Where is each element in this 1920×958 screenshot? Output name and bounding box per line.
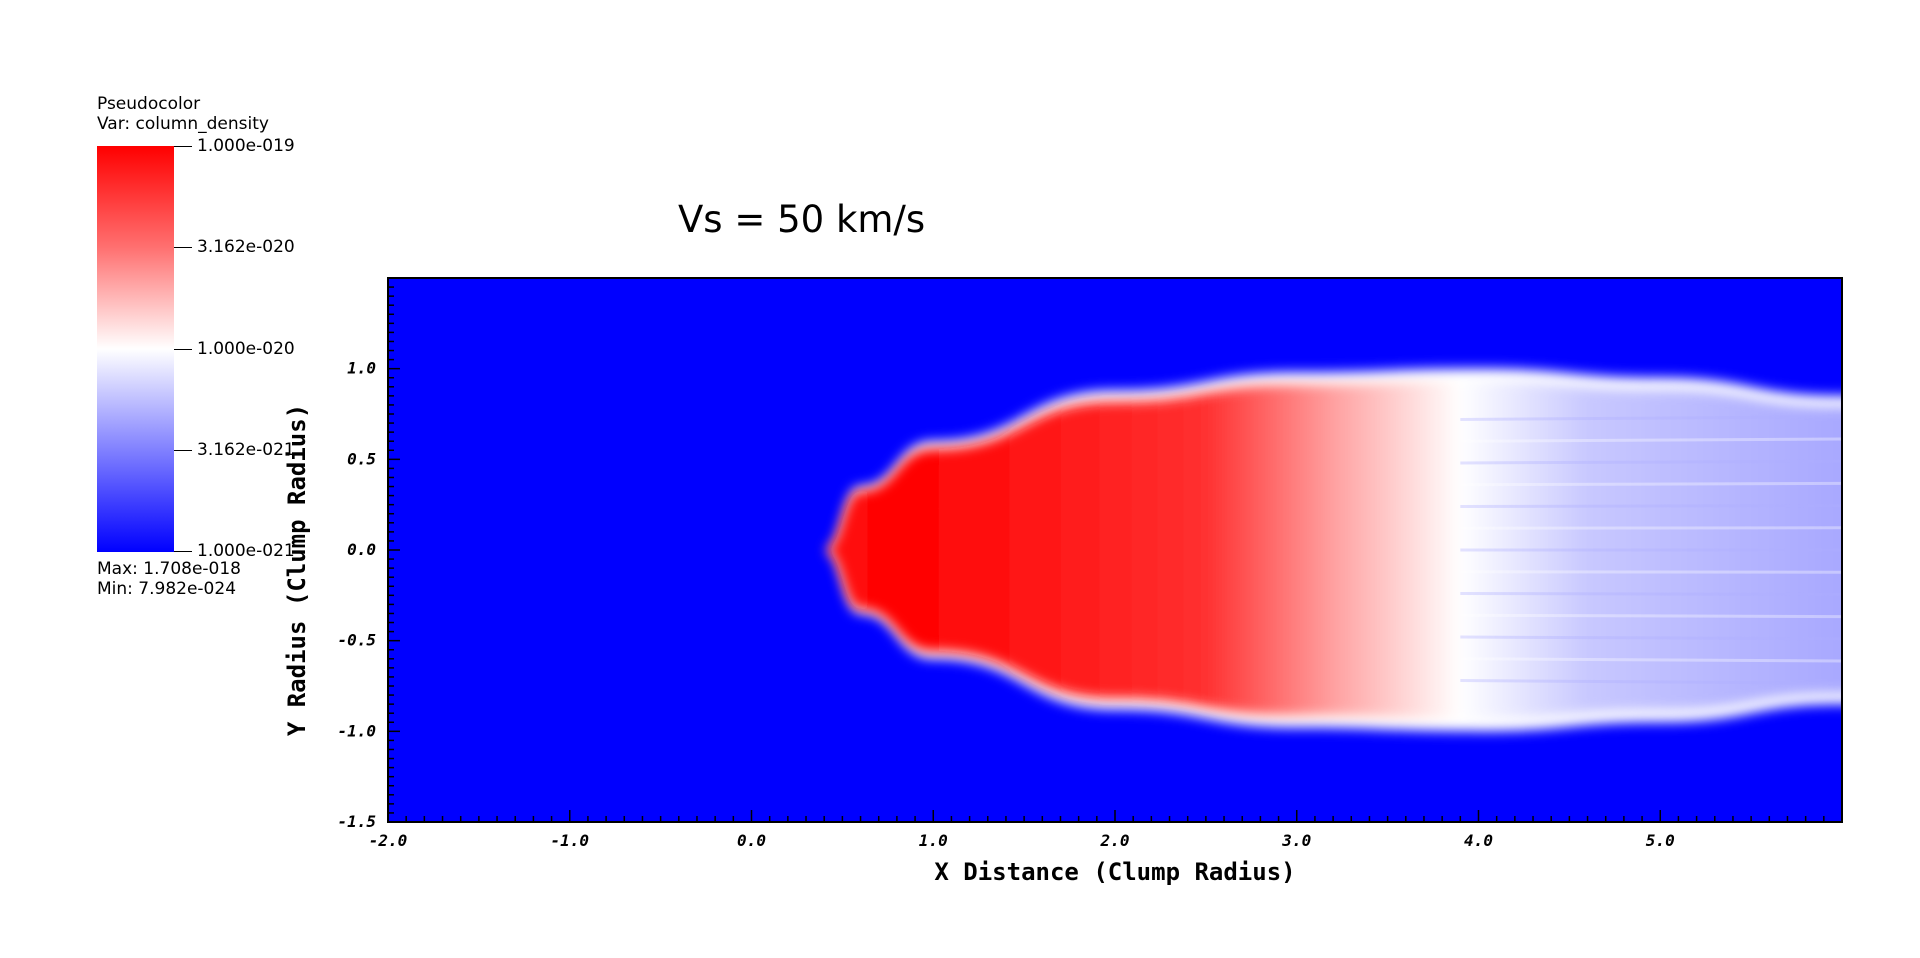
plume-streak [1460, 635, 1842, 641]
legend-min: Min: 7.982e-024 [97, 579, 237, 599]
colorbar [97, 146, 174, 552]
y-tick-label: -1.5 [337, 812, 376, 831]
plume-streak [1460, 504, 1842, 508]
y-tick-label: -0.5 [337, 631, 376, 650]
y-axis-title: Y Radius (Clump Radius) [283, 404, 311, 736]
legend-var-label: Var: column_density [97, 114, 269, 134]
y-tick-label: 1.0 [347, 359, 376, 378]
colorbar-label: 1.000e-020 [197, 339, 295, 359]
x-tick-label: 4.0 [1464, 831, 1493, 850]
colorbar-tick [174, 247, 192, 248]
y-tick-label: -1.0 [337, 721, 376, 740]
colorbar-tick [174, 551, 192, 552]
chart-title: Vs = 50 km/s [678, 198, 926, 241]
x-tick-label: 1.0 [919, 831, 948, 850]
plume-streak [1460, 481, 1842, 487]
x-tick-label: -1.0 [550, 831, 589, 850]
x-tick-label: 0.0 [737, 831, 766, 850]
plume-streak [1460, 592, 1842, 596]
y-tick-label: 0.5 [347, 449, 376, 468]
colorbar-tick [174, 450, 192, 451]
y-axis: -1.5 -1.0 -0.5 0.0 0.5 1.0 [337, 277, 400, 831]
legend-max: Max: 1.708e-018 [97, 559, 241, 579]
x-tick-label: 5.0 [1646, 831, 1675, 850]
colorbar-label: 1.000e-019 [197, 136, 295, 156]
colorbar-label: 1.000e-021 [197, 541, 295, 561]
x-tick-label: 3.0 [1281, 831, 1311, 850]
plume-streak [1460, 613, 1842, 619]
plume-streak [1460, 415, 1842, 421]
plume-streak [1460, 679, 1842, 685]
plume-streak [1460, 657, 1842, 663]
colorbar-tick [174, 146, 192, 147]
plume-body [824, 381, 1842, 719]
x-axis: -2.0 -1.0 0.0 1.0 2.0 3.0 4.0 5.0 [369, 810, 1843, 850]
plume-streak [1460, 459, 1842, 465]
x-axis-title: X Distance (Clump Radius) [934, 858, 1295, 886]
legend-plot-type: Pseudocolor [97, 94, 201, 114]
colorbar-label: 3.162e-021 [197, 440, 295, 460]
colorbar-tick [174, 349, 192, 350]
plume-streak [1460, 437, 1842, 443]
x-tick-label: -2.0 [369, 831, 408, 850]
y-tick-label: 0.0 [347, 540, 376, 559]
x-tick-label: 2.0 [1100, 831, 1130, 850]
colorbar-label: 3.162e-020 [197, 237, 295, 257]
